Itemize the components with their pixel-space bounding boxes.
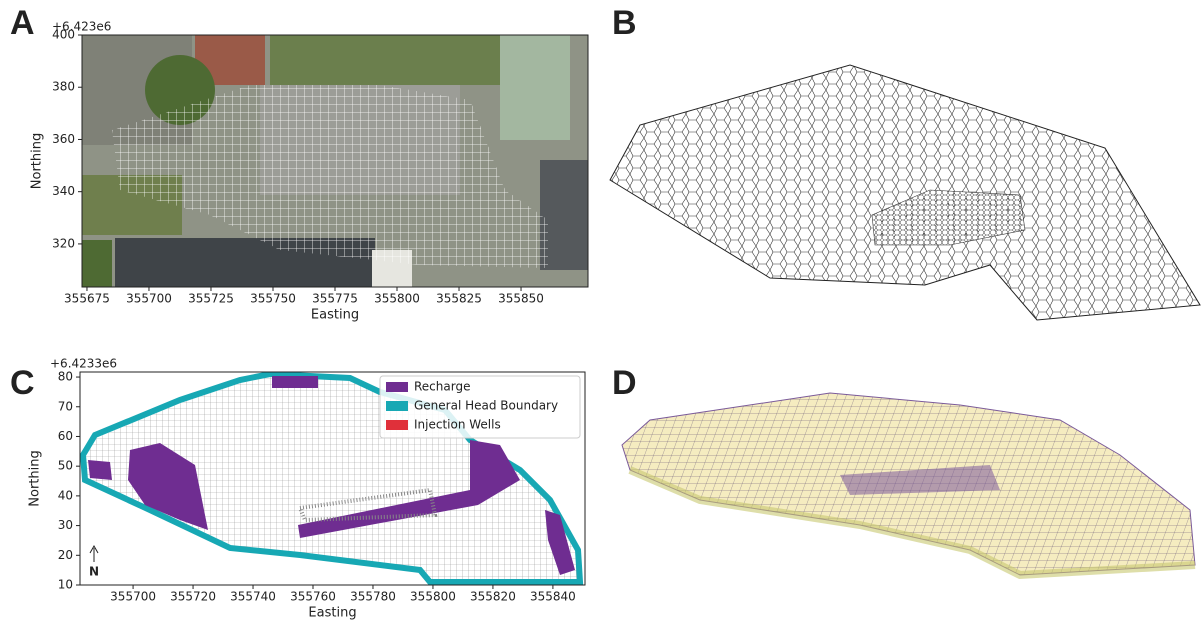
x-tick-label: 355720 bbox=[170, 590, 216, 604]
panel-label: B bbox=[612, 4, 637, 42]
x-tick-label: 355840 bbox=[530, 590, 576, 604]
y-tick-label: 50 bbox=[58, 459, 73, 473]
x-tick-label: 355750 bbox=[250, 292, 296, 306]
legend-label: Injection Wells bbox=[414, 418, 501, 432]
y-tick-label: 320 bbox=[52, 236, 75, 250]
y-axis-label: Northing bbox=[30, 133, 45, 189]
y-tick-label: 40 bbox=[58, 488, 73, 502]
aerial-image bbox=[82, 35, 588, 287]
x-tick-label: 355820 bbox=[470, 590, 516, 604]
y-tick-label: 20 bbox=[58, 548, 73, 562]
x-tick-label: 355775 bbox=[312, 292, 358, 306]
north-label: N bbox=[89, 565, 99, 579]
legend-swatch bbox=[386, 420, 408, 430]
legend-label: General Head Boundary bbox=[414, 399, 558, 413]
y-tick-label: 340 bbox=[52, 184, 75, 198]
north-arrow bbox=[90, 546, 98, 562]
y-axis-label: Northing bbox=[28, 450, 43, 506]
x-tick-label: 355850 bbox=[498, 292, 544, 306]
voronoi-mesh bbox=[610, 65, 1200, 320]
legend-swatch bbox=[386, 401, 408, 411]
y-tick-label: 380 bbox=[52, 80, 75, 94]
x-tick-label: 355725 bbox=[188, 292, 234, 306]
figure: A B C D 355675 355700 355725 355750 355775 355800… bbox=[0, 0, 1204, 623]
3d-grid bbox=[622, 393, 1195, 575]
x-tick-label: 355800 bbox=[374, 292, 420, 306]
x-tick-label: 355760 bbox=[290, 590, 336, 604]
y-tick-label: 30 bbox=[58, 518, 73, 532]
x-axis-label: Easting bbox=[311, 308, 359, 323]
x-axis-label: Easting bbox=[308, 606, 356, 621]
x-tick-label: 355825 bbox=[436, 292, 482, 306]
x-tick-label: 355800 bbox=[410, 590, 456, 604]
panel-label: D bbox=[612, 364, 637, 402]
y-tick-label: 10 bbox=[58, 578, 73, 592]
legend-swatch bbox=[386, 382, 408, 392]
offset-label: +6.4233e6 bbox=[50, 357, 117, 371]
x-tick-label: 355740 bbox=[230, 590, 276, 604]
x-tick-label: 355780 bbox=[350, 590, 396, 604]
x-tick-label: 355700 bbox=[110, 590, 156, 604]
y-tick-label: 70 bbox=[58, 399, 73, 413]
panel-label: A bbox=[10, 4, 35, 42]
legend-label: Recharge bbox=[414, 380, 470, 394]
x-tick-label: 355675 bbox=[64, 292, 110, 306]
offset-label: +6.423e6 bbox=[52, 20, 111, 34]
y-tick-label: 360 bbox=[52, 132, 75, 146]
y-tick-label: 60 bbox=[58, 429, 73, 443]
y-tick-label: 80 bbox=[58, 370, 73, 384]
panel-label: C bbox=[10, 364, 35, 402]
x-tick-label: 355700 bbox=[126, 292, 172, 306]
